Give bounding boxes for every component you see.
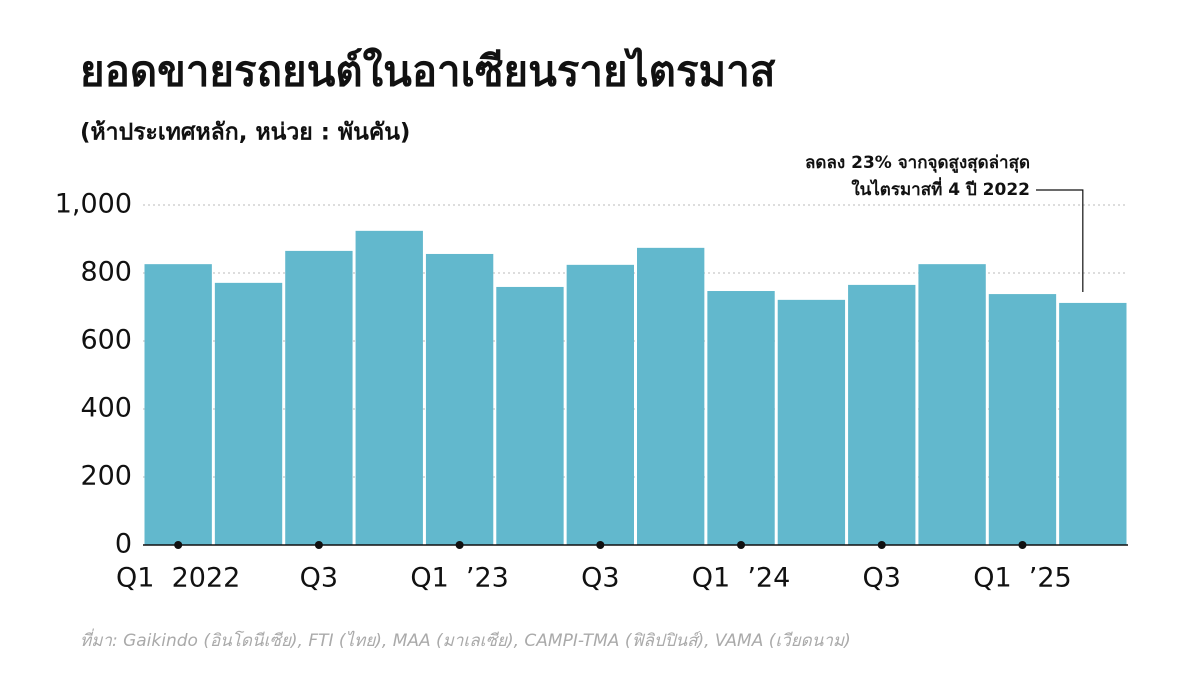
x-tick-dot bbox=[877, 541, 886, 549]
bar bbox=[144, 264, 212, 545]
bar bbox=[918, 264, 986, 545]
annotation: ลดลง 23% จากจุดสูงสุดล่าสุด bbox=[805, 153, 1030, 174]
x-tick-label: Q1 ’23 bbox=[410, 563, 509, 594]
bar bbox=[988, 294, 1057, 545]
annotation: ในไตรมาสที่ 4 ปี 2022 bbox=[851, 177, 1030, 200]
bar bbox=[777, 299, 846, 545]
x-tick-label: Q1 ’24 bbox=[692, 563, 791, 594]
bar bbox=[566, 264, 634, 545]
chart-title: ยอดขายรถยนต์ในอาเซียนรายไตรมาส bbox=[80, 47, 776, 96]
bar bbox=[707, 291, 775, 545]
x-tick-label: Q1 2022 bbox=[116, 563, 240, 594]
bar bbox=[496, 286, 564, 545]
x-tick-dot bbox=[1018, 541, 1027, 549]
y-tick-label: 0 bbox=[115, 529, 132, 560]
x-tick-dot bbox=[596, 541, 605, 549]
y-tick-label: 200 bbox=[80, 461, 132, 492]
x-tick-dot bbox=[174, 541, 183, 549]
bar bbox=[637, 247, 705, 545]
x-tick-dot bbox=[314, 541, 323, 549]
y-tick-label: 800 bbox=[80, 257, 132, 288]
bar bbox=[355, 230, 423, 545]
y-tick-label: 600 bbox=[80, 325, 132, 356]
bar bbox=[285, 250, 353, 545]
x-tick-dot bbox=[737, 541, 746, 549]
bar bbox=[214, 282, 283, 545]
y-tick-label: 1,000 bbox=[55, 189, 132, 220]
x-tick-label: Q1 ’25 bbox=[973, 563, 1072, 594]
y-tick-label: 400 bbox=[80, 393, 132, 424]
bar bbox=[1059, 302, 1127, 545]
x-tick-label: Q3 bbox=[581, 563, 619, 594]
bar bbox=[848, 284, 916, 545]
chart-subtitle: (ห้าประเทศหลัก, หน่วย : พันคัน) bbox=[80, 120, 410, 146]
bar bbox=[425, 253, 494, 545]
annotation-leader bbox=[1036, 189, 1084, 292]
x-tick-label: Q3 bbox=[300, 563, 338, 594]
source-note: ที่มา: Gaikindo (อินโดนีเซีย), FTI (ไทย)… bbox=[80, 628, 851, 651]
x-tick-label: Q3 bbox=[863, 563, 901, 594]
x-tick-dot bbox=[455, 541, 464, 549]
